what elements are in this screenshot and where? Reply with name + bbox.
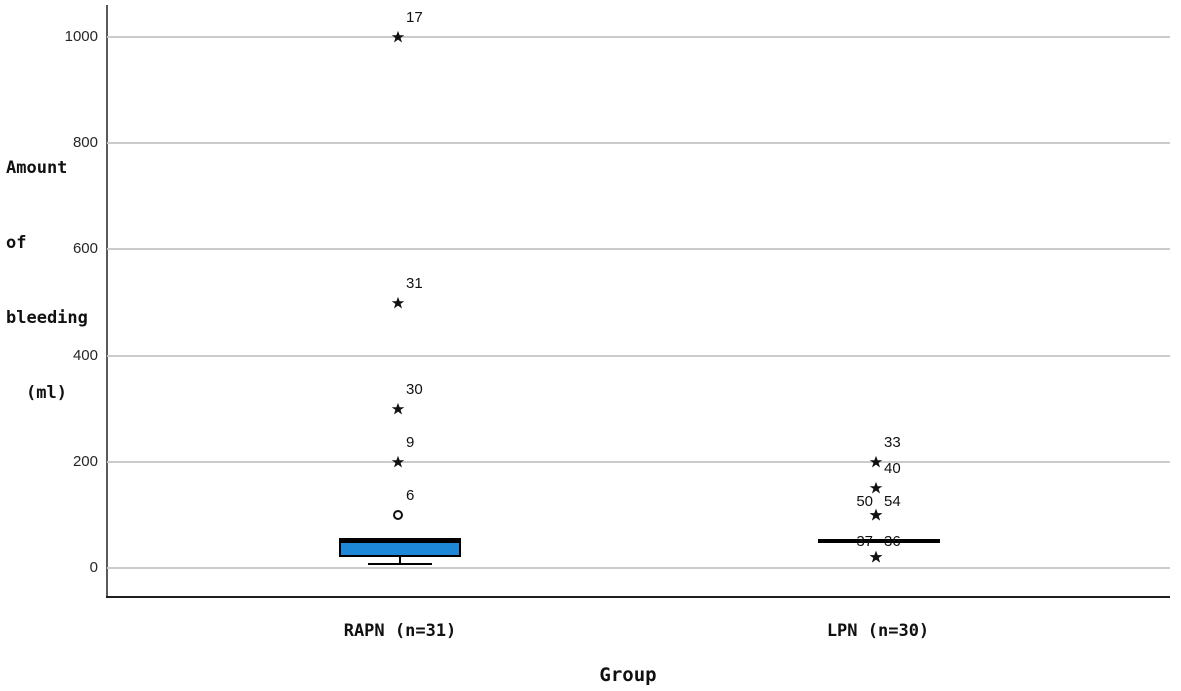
- y-tick-label: 800: [72, 134, 98, 152]
- gridline: [107, 248, 1170, 251]
- y-axis-title-line: of: [6, 233, 27, 253]
- outlier-circle-icon: [393, 509, 403, 520]
- outlier-case-label: 54: [884, 492, 901, 510]
- outlier-case-label: 9: [406, 433, 415, 451]
- y-axis-title-line: Amount: [6, 158, 68, 178]
- outlier-case-label: 40: [884, 460, 901, 478]
- outlier-case-label: 31: [406, 274, 423, 292]
- outlier-case-label: 6: [406, 486, 415, 504]
- outlier-star-icon: [391, 30, 405, 44]
- gridline: [107, 354, 1170, 357]
- whisker-cap: [368, 562, 432, 565]
- outlier-case-label: 36: [884, 533, 901, 551]
- gridline: [107, 36, 1170, 38]
- category-label-rapn: RAPN (n=31): [343, 621, 457, 641]
- y-axis-title: Amount of bleeding (ml): [6, 106, 102, 456]
- outlier-case-label: 17: [406, 9, 423, 26]
- y-axis-title-line: (ml): [26, 383, 67, 403]
- category-label-lpn: LPN (n=30): [826, 621, 930, 641]
- outlier-star-icon: [869, 481, 883, 495]
- outlier-star-icon: [869, 508, 883, 522]
- gridline: [107, 142, 1170, 145]
- outlier-star-icon: [391, 402, 405, 416]
- y-axis-title-line: bleeding: [6, 308, 88, 328]
- outlier-star-icon: [869, 455, 883, 469]
- outlier-star-icon: [869, 550, 883, 564]
- outlier-star-icon: [391, 455, 405, 469]
- whisker-stem: [399, 557, 401, 563]
- x-axis-title: Group: [599, 664, 657, 686]
- median-line: [339, 538, 461, 543]
- outlier-case-label: 33: [884, 433, 901, 451]
- gridline: [107, 567, 1170, 569]
- y-tick-label: 0: [89, 559, 98, 576]
- median-line: [818, 539, 940, 544]
- outlier-case-label: 50: [856, 492, 873, 510]
- outlier-case-label: 37: [856, 533, 873, 551]
- y-tick-label: 400: [72, 346, 98, 364]
- box: [339, 541, 461, 558]
- y-axis-line: [106, 5, 108, 597]
- y-tick-label: 600: [72, 240, 98, 258]
- x-axis-line: [106, 596, 1170, 598]
- outlier-star-icon: [391, 296, 405, 310]
- y-tick-label: 200: [72, 452, 98, 470]
- outlier-case-label: 30: [406, 380, 423, 398]
- gridline: [107, 460, 1170, 463]
- y-tick-label: 1000: [64, 28, 98, 45]
